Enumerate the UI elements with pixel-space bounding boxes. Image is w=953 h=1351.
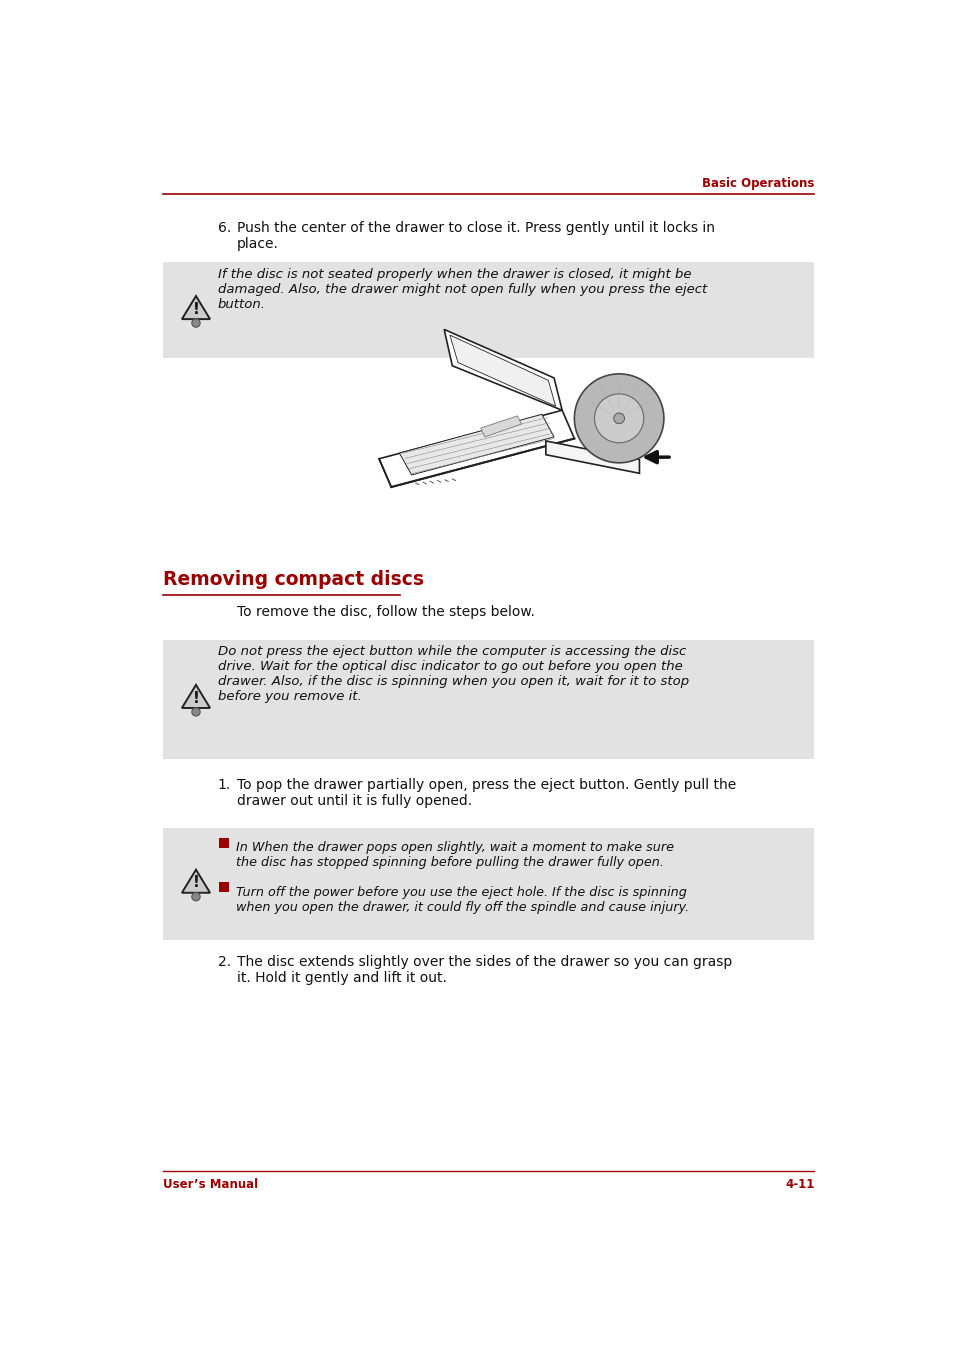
FancyBboxPatch shape [163,828,814,940]
Polygon shape [182,685,210,708]
Text: 6.: 6. [217,220,231,235]
Text: Basic Operations: Basic Operations [701,177,814,190]
Circle shape [613,413,624,424]
Text: The disc extends slightly over the sides of the drawer so you can grasp
it. Hold: The disc extends slightly over the sides… [236,955,732,985]
Text: 1.: 1. [217,778,231,792]
Polygon shape [399,415,554,476]
Polygon shape [182,296,210,319]
Text: User’s Manual: User’s Manual [163,1178,258,1192]
Circle shape [192,708,200,716]
Polygon shape [545,440,639,473]
FancyBboxPatch shape [163,262,814,358]
Circle shape [192,319,200,327]
Text: 2.: 2. [217,955,231,969]
Text: Turn off the power before you use the eject hole. If the disc is spinning
when y: Turn off the power before you use the ej… [235,886,688,913]
Text: Removing compact discs: Removing compact discs [163,570,424,589]
Text: !: ! [193,690,199,705]
Text: If the disc is not seated properly when the drawer is closed, it might be
damage: If the disc is not seated properly when … [217,269,706,311]
Polygon shape [182,870,210,893]
Circle shape [574,374,663,463]
Polygon shape [480,416,521,436]
Text: To remove the disc, follow the steps below.: To remove the disc, follow the steps bel… [236,605,535,619]
Text: !: ! [193,301,199,316]
Polygon shape [378,411,574,488]
Polygon shape [444,330,561,411]
Text: Push the center of the drawer to close it. Press gently until it locks in
place.: Push the center of the drawer to close i… [236,220,715,251]
Circle shape [192,893,200,901]
Bar [219,882,229,893]
Text: To pop the drawer partially open, press the eject button. Gently pull the
drawer: To pop the drawer partially open, press … [236,778,736,808]
Text: !: ! [193,875,199,890]
Circle shape [594,394,643,443]
Text: Do not press the eject button while the computer is accessing the disc
drive. Wa: Do not press the eject button while the … [217,644,688,703]
FancyBboxPatch shape [163,639,814,759]
Text: In When the drawer pops open slightly, wait a moment to make sure
the disc has s: In When the drawer pops open slightly, w… [235,842,673,869]
Polygon shape [450,335,555,407]
Text: 4-11: 4-11 [784,1178,814,1192]
Bar [219,838,229,848]
